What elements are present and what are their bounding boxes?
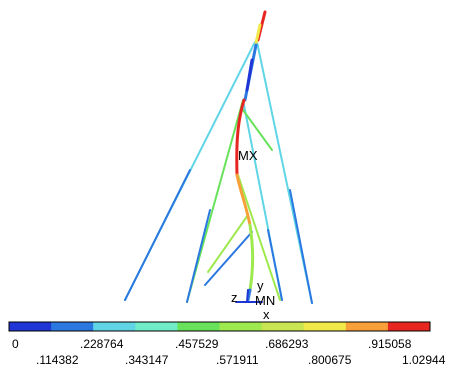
legend-top-tick-label: 0 [12,337,19,351]
legend-segment [387,322,431,331]
max-label: MX [238,148,258,163]
legend-top-tick-label: .686293 [265,337,309,351]
legend-bottom-ticks: .114382 .343147 .571911 .800675 1.02944 [36,353,446,367]
legend-bottom-tick-label: .343147 [125,353,169,367]
member-upper-mast-2 [245,58,254,92]
structure-frame [124,10,313,304]
member-inner-1 [237,174,281,301]
legend-segment [303,322,347,331]
legend-segment [135,322,178,331]
member-central-spine-4 [246,288,252,302]
member-inner-2 [242,109,273,151]
legend-segment [261,322,305,331]
legend-top-ticks: 0 .228764 .457529 .686293 .915058 [12,337,412,351]
member-central-spine-3 [248,223,255,292]
member-base-2 [246,289,249,303]
axis-z-label: z [231,290,238,305]
legend-segment [219,322,263,331]
member-central-spine [235,98,246,177]
legend-segment [93,322,136,331]
color-legend-bar [9,322,431,331]
legend-top-tick-label: .915058 [368,337,412,351]
member-inner-4 [204,231,253,286]
member-inner-3 [207,214,249,273]
member-mid-right-lower [267,229,283,301]
legend-segment [177,322,220,331]
legend-segment [51,322,94,331]
legend-segment [345,322,389,331]
legend-bottom-tick-label: 1.02944 [402,353,446,367]
legend-bottom-tick-label: .571911 [216,353,259,367]
axis-x-label: x [263,307,270,322]
axis-y-label: y [257,278,264,293]
legend-bottom-tick-label: .114382 [36,353,79,367]
member-mid-left-lower [186,209,211,303]
legend-top-tick-label: .228764 [80,337,124,351]
min-label: MN [255,293,275,308]
legend-segment [9,322,52,331]
member-top-tip-2 [254,23,262,45]
member-right-outer-lower [289,189,313,304]
member-central-spine-2 [235,173,252,227]
member-left-outer-lower [124,169,191,301]
legend-top-tick-label: .457529 [175,337,219,351]
legend-outline [8,321,431,332]
legend-bottom-tick-label: .800675 [308,353,352,367]
